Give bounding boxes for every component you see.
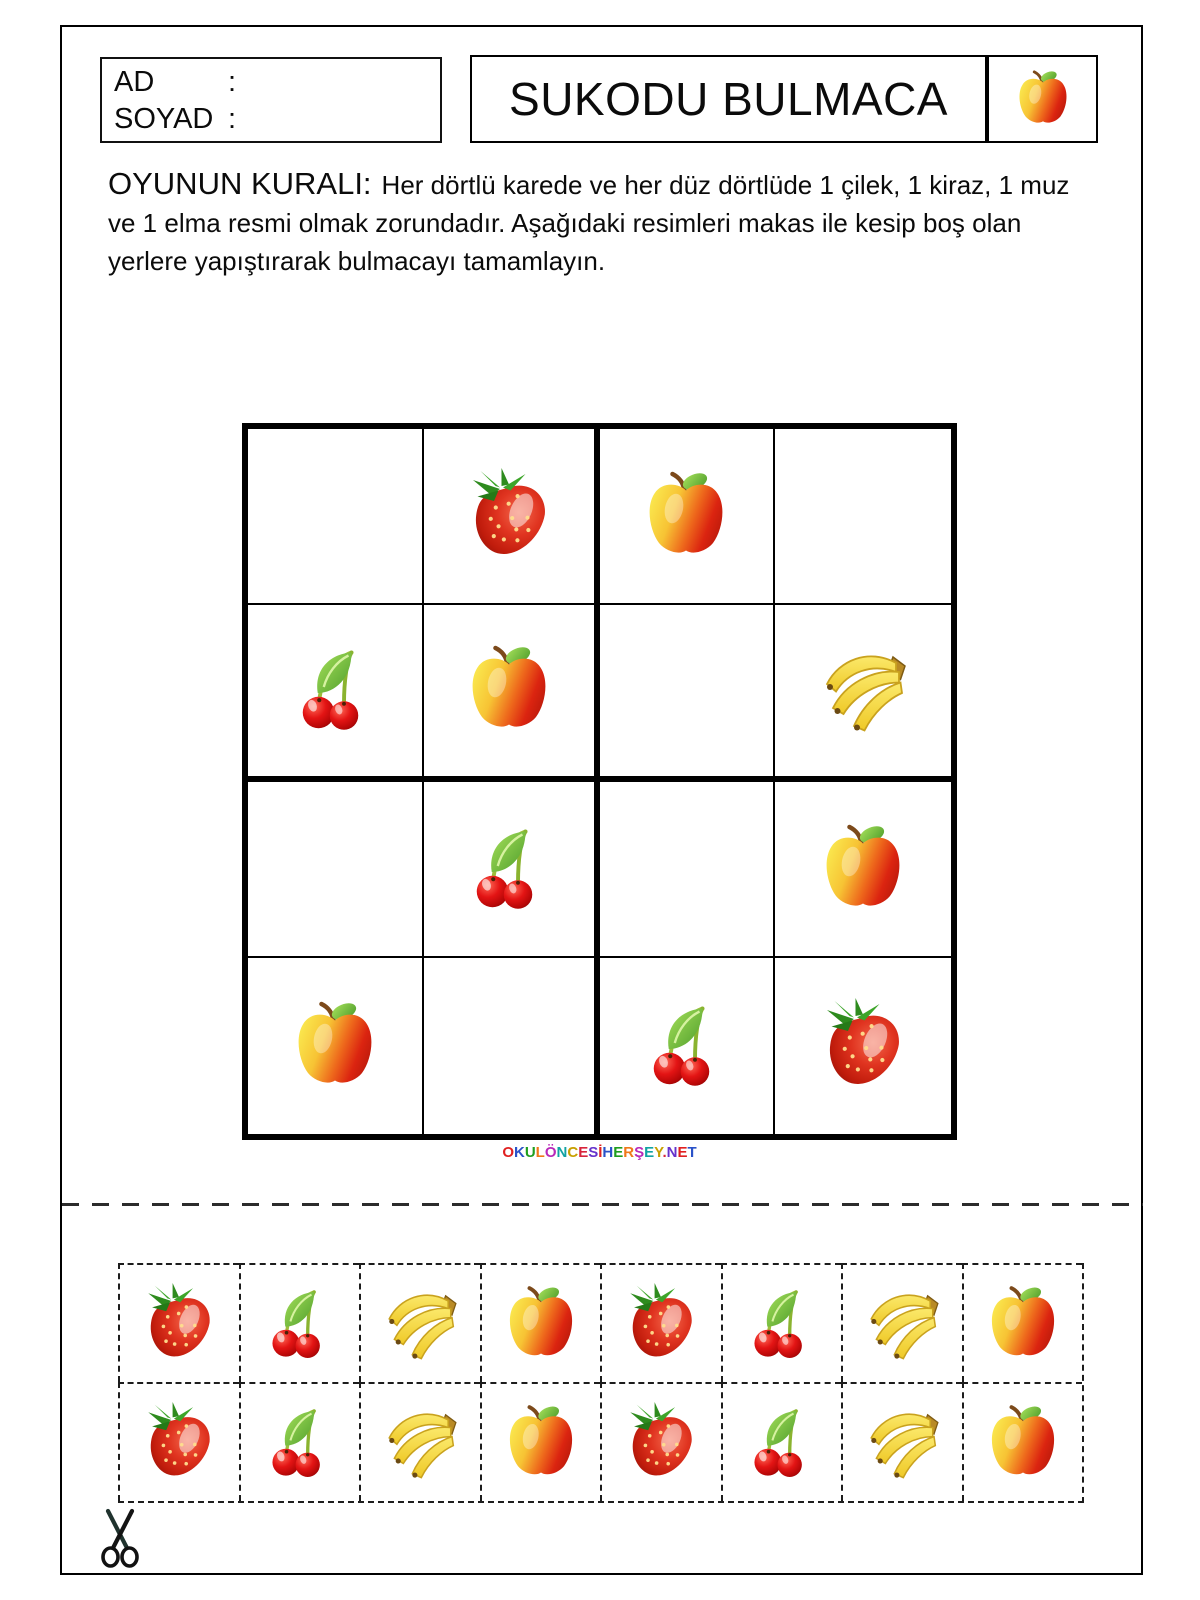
- header-apple-box: [987, 55, 1098, 143]
- strawberry-icon: [620, 1402, 702, 1484]
- grid-cell-r4-c4-strawberry: [775, 958, 951, 1134]
- apple-icon: [815, 821, 911, 917]
- cutout-tile-r1-c7-banana: [841, 1263, 962, 1382]
- rules-line-1: Her dörtlü karede ve her düz dörtlüde 1 …: [381, 170, 1070, 200]
- grid-cell-r1-c4-empty: [775, 429, 951, 606]
- cherry-icon: [741, 1283, 823, 1365]
- grid-cell-r3-c1-empty: [248, 781, 424, 958]
- page-title: SUKODU BULMACA: [509, 73, 948, 125]
- cutout-tile-r2-c6-cherry: [720, 1382, 841, 1501]
- banana-icon: [861, 1402, 943, 1484]
- cherry-icon: [287, 642, 383, 738]
- banana-icon: [379, 1402, 461, 1484]
- cutout-tile-r2-c7-banana: [841, 1382, 962, 1501]
- name-box: AD : SOYAD :: [100, 57, 442, 143]
- page-border: [60, 25, 1143, 1575]
- cutout-tile-r2-c5-strawberry: [600, 1382, 721, 1501]
- grid-cell-r2-c4-banana: [775, 605, 951, 782]
- apple-icon: [1012, 68, 1074, 130]
- apple-icon: [500, 1283, 582, 1365]
- banana-icon: [379, 1283, 461, 1365]
- grid-cell-r4-c3-cherry: [600, 957, 776, 1134]
- rules-line-3: yerlere yapıştırarak bulmacayı tamamlayı…: [108, 246, 606, 276]
- surname-label: SOYAD: [114, 103, 214, 135]
- apple-icon: [638, 468, 734, 564]
- cherry-icon: [259, 1283, 341, 1365]
- name-label: AD: [114, 66, 155, 98]
- apple-icon: [982, 1283, 1064, 1365]
- cherry-icon: [638, 998, 734, 1094]
- grid-cell-r4-c2-empty: [424, 957, 600, 1134]
- strawberry-icon: [138, 1402, 220, 1484]
- strawberry-icon: [138, 1283, 220, 1365]
- cutout-tile-r2-c8-apple: [961, 1382, 1082, 1501]
- apple-icon: [287, 998, 383, 1094]
- grid-cell-r4-c1-apple: [248, 957, 424, 1134]
- cut-separator-line: [62, 1203, 1143, 1206]
- grid-cell-r2-c3-empty: [599, 605, 776, 782]
- cherry-icon: [461, 821, 557, 917]
- scissors-icon: [101, 1508, 139, 1568]
- cutout-tile-r2-c2-cherry: [238, 1382, 359, 1501]
- strawberry-icon: [620, 1283, 702, 1365]
- cherry-icon: [741, 1402, 823, 1484]
- cutout-tile-r1-c1-strawberry: [118, 1263, 239, 1382]
- rules-line-2: ve 1 elma resmi olmak zorundadır. Aşağıd…: [108, 208, 1022, 238]
- cutout-tiles: [118, 1263, 1084, 1503]
- cutout-tile-r1-c2-cherry: [238, 1263, 359, 1382]
- cutout-tile-r2-c1-strawberry: [118, 1382, 239, 1501]
- cutout-tile-r1-c5-strawberry: [600, 1263, 721, 1382]
- cutout-tile-r2-c4-apple: [479, 1382, 600, 1501]
- apple-icon: [500, 1402, 582, 1484]
- grid-cell-r1-c2-strawberry: [423, 429, 600, 606]
- title-box: SUKODU BULMACA: [470, 55, 987, 143]
- cutout-tile-r1-c4-apple: [479, 1263, 600, 1382]
- grid-cell-r3-c4-apple: [775, 782, 951, 958]
- rules-text: OYUNUN KURALI: Her dörtlü karede ve her d…: [108, 165, 1088, 280]
- strawberry-icon: [461, 468, 557, 564]
- surname-row: SOYAD :: [114, 101, 440, 138]
- apple-icon: [461, 642, 557, 738]
- grid-cell-r1-c3-apple: [599, 429, 776, 606]
- grid-cell-r2-c2-apple: [423, 605, 600, 782]
- cutout-tile-r1-c3-banana: [359, 1263, 480, 1382]
- banana-icon: [815, 642, 911, 738]
- apple-icon: [982, 1402, 1064, 1484]
- footer-logo: OKULÖNCESİHERŞEY.NET: [502, 1144, 697, 1161]
- cutout-tile-r1-c8-apple: [961, 1263, 1082, 1382]
- banana-icon: [861, 1283, 943, 1365]
- grid-cell-r3-c3-empty: [599, 781, 776, 958]
- cutout-tile-r1-c6-cherry: [720, 1263, 841, 1382]
- grid-cell-r2-c1-cherry: [248, 605, 424, 782]
- cherry-icon: [259, 1402, 341, 1484]
- name-colon: :: [228, 66, 237, 98]
- rules-heading: OYUNUN KURALI:: [108, 166, 372, 201]
- surname-colon: :: [228, 103, 237, 135]
- cutout-tile-r2-c3-banana: [359, 1382, 480, 1501]
- sudoku-grid: [242, 423, 957, 1140]
- grid-cell-r3-c2-cherry: [423, 781, 600, 958]
- grid-cell-r1-c1-empty: [248, 429, 424, 606]
- strawberry-icon: [815, 998, 911, 1094]
- name-row: AD :: [114, 64, 440, 101]
